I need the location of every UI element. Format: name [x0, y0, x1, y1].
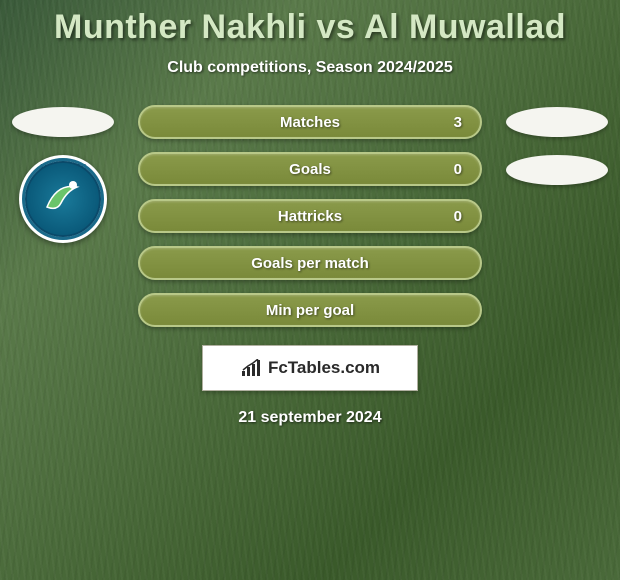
stat-label: Goals per match: [251, 255, 369, 272]
stat-label: Matches: [280, 114, 340, 131]
stat-label: Goals: [289, 161, 331, 178]
brand-box[interactable]: FcTables.com: [202, 345, 418, 391]
stat-row-goals-per-match: Goals per match: [138, 246, 482, 280]
stats-column: Matches 3 Goals 0 Hattricks 0 Goals per …: [138, 105, 482, 327]
club-badge-left: ALFATEH FC: [19, 155, 107, 243]
stat-value: 0: [454, 208, 462, 225]
stat-value: 0: [454, 161, 462, 178]
stat-row-matches: Matches 3: [138, 105, 482, 139]
stat-row-goals: Goals 0: [138, 152, 482, 186]
stat-value: 3: [454, 114, 462, 131]
left-side-column: ALFATEH FC: [8, 105, 118, 243]
page-title: Munther Nakhli vs Al Muwallad: [0, 8, 620, 47]
chart-icon: [240, 359, 262, 377]
right-side-column: [502, 105, 612, 185]
stat-row-hattricks: Hattricks 0: [138, 199, 482, 233]
player-photo-placeholder-right-1: [506, 107, 608, 137]
date-text: 21 september 2024: [0, 409, 620, 427]
main-row: ALFATEH FC Matches 3 Goals 0 Hattricks 0: [0, 105, 620, 327]
stat-label: Hattricks: [278, 208, 342, 225]
player-photo-placeholder-right-2: [506, 155, 608, 185]
subtitle: Club competitions, Season 2024/2025: [0, 59, 620, 77]
stat-row-min-per-goal: Min per goal: [138, 293, 482, 327]
player-photo-placeholder-left: [12, 107, 114, 137]
badge-swoosh-icon: [39, 173, 85, 219]
stat-label: Min per goal: [266, 302, 354, 319]
content-container: Munther Nakhli vs Al Muwallad Club compe…: [0, 0, 620, 427]
brand-text: FcTables.com: [268, 358, 380, 378]
